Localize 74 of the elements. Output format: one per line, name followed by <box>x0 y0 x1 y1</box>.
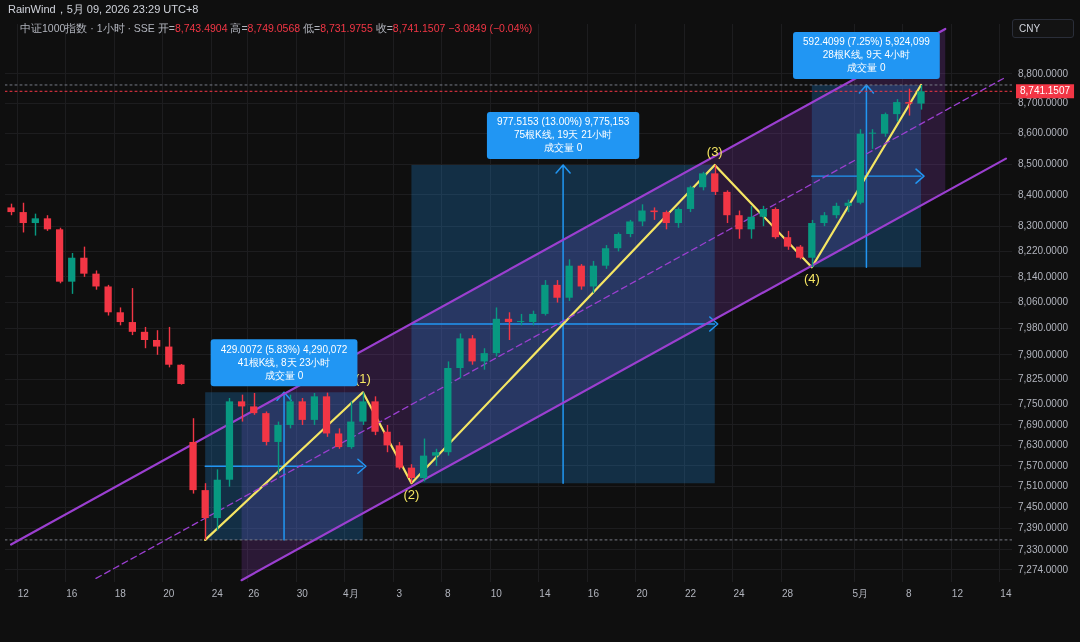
x-tick-label: 16 <box>66 587 78 599</box>
x-tick-label: 24 <box>211 587 224 599</box>
y-tick-label: 8,500.0000 <box>1018 157 1069 169</box>
annotation: 75根K线, 19天 21小时 <box>513 129 613 141</box>
y-tick-label: 8,600.0000 <box>1018 127 1069 139</box>
y-tick-label: 7,570.0000 <box>1018 459 1069 471</box>
annotation: 成交量 0 <box>543 142 583 154</box>
x-tick-label: 24 <box>733 587 746 599</box>
candlestick <box>553 279 561 304</box>
x-tick-label: 26 <box>248 587 260 599</box>
y-tick-label: 7,330.0000 <box>1018 543 1069 555</box>
y-tick-label: 8,140.0000 <box>1018 270 1069 282</box>
x-tick-label: 20 <box>636 587 648 599</box>
x-tick-label: 5月 <box>852 587 869 599</box>
text: 中证1000指数 · 1小时 · SSE 开=8,743.4904 高=8,749.0568 低=8,731.9755 收=8,741.1507 −3.0849 (−0.04%) <box>20 22 533 34</box>
candlestick <box>92 269 100 291</box>
chart-title: RainWind，5月 09, 2026 23:29 UTC+8 <box>8 2 199 17</box>
y-tick-label: 7,980.0000 <box>1018 322 1069 334</box>
candlestick <box>371 395 379 436</box>
y-axis-title: CNY <box>1012 19 1074 38</box>
y-tick-label: 8,220.0000 <box>1018 245 1069 257</box>
candlestick <box>274 420 282 476</box>
annotation: (2) <box>403 487 420 503</box>
y-tick-label: 7,450.0000 <box>1018 501 1069 513</box>
annotation: 41根K线, 8天 23小时 <box>237 356 331 368</box>
candlestick <box>189 417 197 495</box>
annotation: 977.5153 (13.00%) 9,775,153 <box>496 116 630 128</box>
annotation: 成交量 0 <box>264 369 304 381</box>
candlestick <box>735 209 743 240</box>
y-tick-label: 7,390.0000 <box>1018 522 1069 534</box>
y-tick-label: 7,630.0000 <box>1018 439 1069 451</box>
candlestick <box>80 245 88 278</box>
y-tick-label: 7,690.0000 <box>1018 418 1069 430</box>
candlestick <box>723 189 731 224</box>
y-tick-label: 8,400.0000 <box>1018 188 1069 200</box>
ref-line-label: 8,741.1507 <box>1020 85 1071 97</box>
y-tick-label: 8,800.0000 <box>1018 67 1069 79</box>
candlestick <box>541 279 549 317</box>
x-tick-label: 14 <box>539 587 551 599</box>
y-tick-label: 8,060.0000 <box>1018 296 1069 308</box>
annotation: 28根K线, 9天 4小时 <box>822 49 911 61</box>
annotation: 429.0072 (5.83%) 4,290,072 <box>220 343 348 355</box>
x-tick-label: 16 <box>587 587 600 599</box>
candlestick <box>104 284 112 317</box>
x-tick-label: 18 <box>114 587 127 599</box>
y-tick-label: 8,300.0000 <box>1018 219 1069 231</box>
y-tick-label: 7,825.0000 <box>1018 373 1069 385</box>
x-tick-label: 20 <box>163 587 175 599</box>
annotation: (4) <box>803 271 820 287</box>
x-tick-label: 12 <box>951 587 964 599</box>
annotation: 592.4099 (7.25%) 5,924,099 <box>803 36 931 48</box>
x-tick-label: 3 <box>396 587 403 599</box>
candlestick <box>286 393 294 430</box>
x-tick-label: 4月 <box>343 587 359 599</box>
candlestick <box>177 363 185 386</box>
y-tick-label: 7,900.0000 <box>1018 348 1069 360</box>
annotation: (3) <box>706 144 723 159</box>
y-tick-label: 7,750.0000 <box>1018 398 1069 410</box>
x-tick-label: 14 <box>1000 587 1012 599</box>
x-tick-label: 30 <box>296 587 309 599</box>
x-tick-label: 10 <box>490 587 503 599</box>
candlestick <box>917 84 925 111</box>
candlestick <box>359 391 367 426</box>
y-tick-label: 8,700.0000 <box>1018 97 1069 109</box>
y-tick-label: 7,510.0000 <box>1018 480 1069 492</box>
annotation: 成交量 0 <box>847 62 887 74</box>
y-tick-label: 7,274.0000 <box>1018 563 1069 575</box>
x-tick-label: 8 <box>445 587 452 599</box>
x-tick-label: 8 <box>906 587 913 599</box>
x-tick-label: 28 <box>781 587 794 599</box>
x-tick-label: 22 <box>684 587 697 599</box>
candlestick <box>468 334 476 366</box>
x-tick-label: 12 <box>17 587 30 599</box>
candlestick <box>456 332 464 379</box>
